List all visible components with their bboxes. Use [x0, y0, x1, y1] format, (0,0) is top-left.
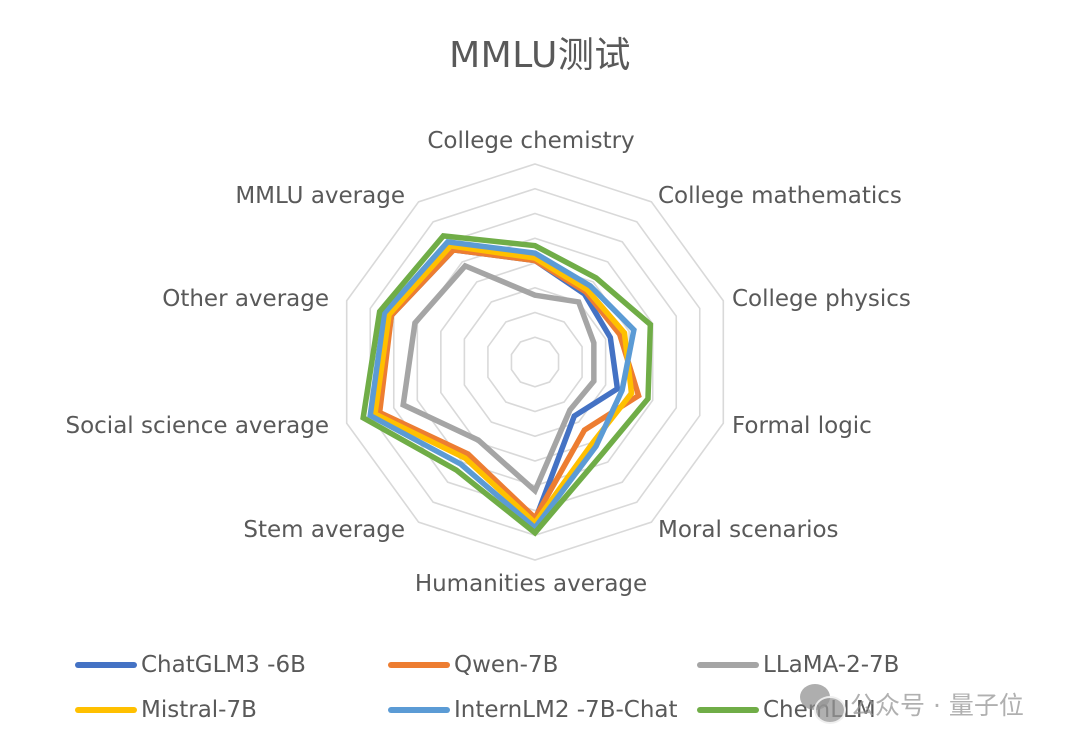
legend-label: Mistral-7B [141, 697, 257, 723]
radar-grid [345, 163, 725, 561]
axis-label: College mathematics [658, 183, 902, 209]
axis-label: Social science average [65, 413, 329, 439]
axis-label: Other average [162, 286, 329, 312]
legend-item-qwen: Qwen-7B [388, 652, 558, 678]
legend-label: Qwen-7B [454, 652, 559, 678]
series-llama-2-7b [400, 262, 597, 496]
legend-swatch [697, 707, 759, 713]
grid-ring [345, 163, 725, 561]
axis-labels: College chemistry College mathematics Coll… [65, 128, 910, 597]
legend-label: LLaMA-2-7B [763, 652, 900, 678]
axis-label: Formal logic [732, 413, 872, 439]
series-qwen-7b [376, 246, 642, 523]
radar-series [360, 232, 654, 537]
axis-label: Humanities average [415, 571, 647, 597]
grid-ring [510, 336, 560, 388]
legend-item-mistral: Mistral-7B [75, 697, 257, 723]
axis-label: MMLU average [235, 183, 405, 209]
axis-label: Moral scenarios [658, 517, 839, 543]
legend-swatch [697, 662, 759, 668]
legend-swatch [388, 707, 450, 713]
wechat-icon [800, 684, 846, 724]
legend-swatch [75, 707, 137, 713]
grid-ring [463, 286, 607, 438]
legend-item-internlm: InternLM2 -7B-Chat [388, 697, 678, 723]
watermark-text: 公众号 · 量子位 [850, 691, 1024, 720]
chart-title: MMLU测试 [449, 35, 631, 76]
legend-item-chatglm: ChatGLM3 -6B [75, 652, 306, 678]
legend-swatch [75, 662, 137, 668]
grid-ring [487, 311, 583, 413]
axis-label: Stem average [243, 517, 405, 543]
series-chemllm [360, 232, 654, 537]
watermark: 公众号 · 量子位 [800, 684, 1024, 724]
axis-label: College physics [732, 286, 911, 312]
legend-label: InternLM2 -7B-Chat [454, 697, 678, 723]
legend-label: ChatGLM3 -6B [141, 652, 306, 678]
series-mistral-7b [371, 242, 635, 528]
legend-item-llama: LLaMA-2-7B [697, 652, 899, 678]
axis-label: College chemistry [427, 128, 634, 154]
series-internlm2-7b-chat [367, 238, 637, 532]
legend-swatch [388, 662, 450, 668]
